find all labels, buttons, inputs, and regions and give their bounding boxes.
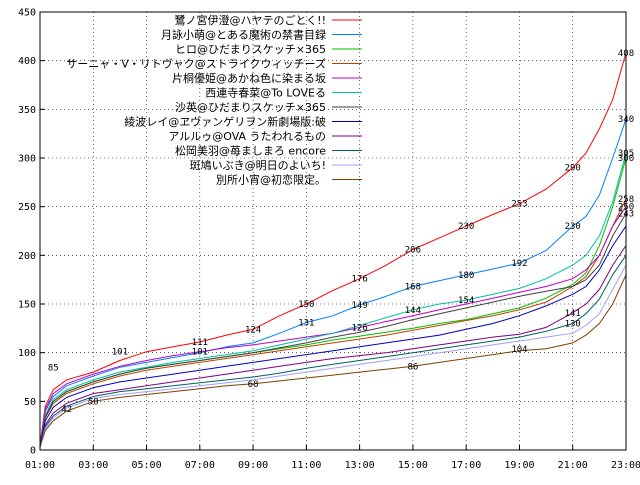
y-tick-label: 100	[18, 348, 36, 359]
series-line-10	[39, 255, 627, 448]
data-label-layer: 1011111241501762062302532904088513114916…	[48, 49, 634, 415]
legend-entry-label: 松岡美羽@苺ましまろ encore	[175, 144, 326, 158]
y-tick-label: 150	[18, 300, 36, 311]
data-label: 230	[458, 222, 474, 232]
data-label: 144	[405, 306, 421, 316]
x-tick-label: 19:00	[504, 460, 534, 471]
data-label: 131	[298, 318, 314, 328]
data-label: 124	[245, 325, 261, 335]
legend: 鷺ノ宮伊澄@ハヤテのごとく!!月詠小萌@とある魔術の禁書目録ヒロ@ひだまりスケッ…	[66, 13, 362, 187]
x-tick-label: 17:00	[451, 460, 481, 471]
data-label: 149	[352, 301, 368, 311]
data-label: 192	[511, 259, 527, 269]
legend-entry-label: 別所小宵@初恋限定。	[216, 173, 326, 187]
series-line-2	[39, 118, 627, 446]
data-label: 86	[407, 362, 418, 372]
data-label: 176	[352, 275, 368, 285]
x-tick-label: 23:00	[611, 460, 640, 471]
series-line-7	[39, 213, 627, 447]
data-label: 290	[565, 164, 581, 174]
data-label: 101	[192, 348, 208, 358]
x-tick-label: 15:00	[398, 460, 428, 471]
y-tick-label: 200	[18, 251, 36, 262]
y-tick-label: 0	[30, 446, 36, 457]
legend-entry-label: 西連寺春菜@To LOVEる	[205, 86, 326, 100]
data-label: 206	[405, 245, 421, 255]
data-label: 68	[248, 380, 259, 390]
x-tick-label: 09:00	[238, 460, 268, 471]
x-tick-label: 07:00	[185, 460, 215, 471]
data-label: 126	[352, 323, 368, 333]
legend-entry-label: ヒロ@ひだまりスケッチ×365	[175, 43, 326, 56]
x-tick-label: 11:00	[291, 460, 321, 471]
data-label: 42	[61, 405, 72, 415]
series-line-9	[39, 245, 627, 448]
series-line-11	[39, 264, 627, 448]
x-tick-label: 01:00	[25, 460, 55, 471]
data-label: 111	[192, 338, 208, 348]
series-line-5	[39, 206, 627, 446]
plot-frame	[39, 11, 627, 451]
data-label: 141	[565, 309, 581, 319]
series-line-8	[39, 225, 627, 447]
legend-entry-label: 月詠小萌@とある魔術の禁書目録	[161, 28, 326, 42]
x-tick-label: 21:00	[558, 460, 588, 471]
series-line-6	[39, 152, 627, 447]
series-line-1	[39, 52, 627, 446]
data-label: 154	[458, 296, 474, 306]
y-tick-label: 300	[18, 154, 36, 165]
y-tick-label: 350	[18, 105, 36, 116]
series-layer	[39, 52, 627, 448]
data-label: 130	[565, 319, 581, 329]
data-label: 180	[458, 271, 474, 281]
data-label: 168	[405, 282, 421, 292]
y-tick-label: 450	[18, 8, 36, 19]
legend-entry-label: 沙英@ひだまりスケッチ×365	[175, 100, 326, 114]
legend-entry-label: アルルゥ@OVA うたわれるもの	[168, 130, 326, 143]
legend-entry-label: 綾波レイ@ヱヴァンゲリヲン新劇場版:破	[124, 115, 326, 129]
data-label: 150	[298, 300, 314, 310]
x-tick-label: 13:00	[345, 460, 375, 471]
legend-entry-label: 片桐優姫@あかね色に染まる坂	[172, 71, 326, 85]
y-tick-label: 250	[18, 202, 36, 213]
series-line-4	[39, 198, 627, 447]
data-label: 50	[88, 397, 99, 407]
data-label: 101	[112, 348, 128, 358]
series-line-3	[39, 157, 627, 447]
series-line-12	[39, 274, 627, 448]
data-label: 104	[511, 345, 527, 355]
x-tick-label: 05:00	[131, 460, 161, 471]
legend-entry-label: 斑鳩いぶき@明日のよいち!	[190, 158, 326, 172]
data-label: 230	[565, 222, 581, 232]
x-tick-label: 03:00	[78, 460, 108, 471]
axis-layer: 0 50 100 150 200 250 300 350 400 450 01:00 03:00 05:…	[18, 8, 640, 472]
grid-layer	[40, 12, 626, 450]
legend-entry-label: 鷺ノ宮伊澄@ハヤテのごとく!!	[175, 13, 327, 27]
legend-entry-label: サーニャ・V・リトヴャク@ストライクウィッチーズ	[66, 57, 326, 71]
data-label: 253	[511, 200, 527, 210]
y-tick-label: 50	[24, 397, 36, 408]
data-label: 85	[48, 363, 59, 373]
y-tick-label: 400	[18, 56, 36, 67]
